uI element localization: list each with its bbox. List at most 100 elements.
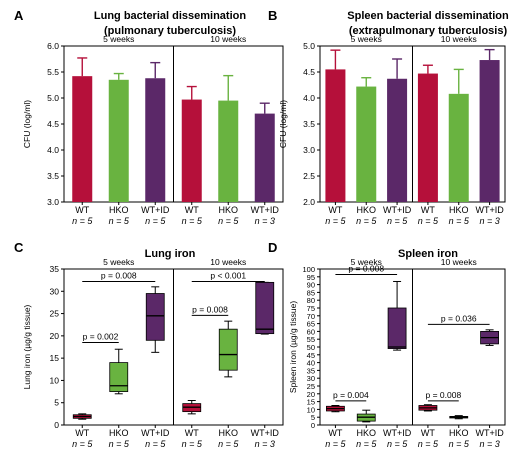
n-label: n = 5 (109, 216, 130, 226)
panel-title: Lung iron (145, 248, 196, 260)
y-tick-label: 10 (50, 375, 60, 385)
x-tick-label: WT (421, 428, 435, 438)
bar-wt-id (145, 78, 166, 202)
y-tick-label: 5.0 (47, 93, 59, 103)
bar-wt-id (387, 78, 408, 202)
box-hko (218, 328, 238, 371)
bar-wt-id (254, 113, 275, 202)
y-tick-label: 50 (307, 343, 315, 352)
y-tick-label: 60 (307, 327, 315, 336)
y-tick-label: 2.5 (303, 171, 315, 181)
n-label: n = 5 (72, 439, 93, 449)
y-tick-label: 3.0 (47, 197, 59, 207)
box-wt-id (255, 281, 275, 335)
group-label: 5 weeks (351, 34, 382, 44)
group-label: 5 weeks (103, 34, 134, 44)
n-label: n = 5 (182, 439, 203, 449)
bar-wt (417, 73, 438, 202)
y-tick-label: 4.0 (47, 145, 59, 155)
y-tick-label: 4.5 (47, 119, 59, 129)
y-tick-label: 3.5 (303, 119, 315, 129)
bar-wt (181, 99, 202, 202)
x-tick-label: WT+ID (251, 205, 280, 215)
x-tick-label: HKO (356, 205, 376, 215)
x-tick-label: WT+ID (383, 205, 412, 215)
x-tick-label: WT (421, 205, 435, 215)
n-label: n = 5 (145, 216, 166, 226)
x-tick-label: HKO (218, 428, 238, 438)
x-tick-label: HKO (109, 205, 129, 215)
n-label: n = 3 (255, 439, 275, 449)
n-label: n = 5 (418, 439, 439, 449)
n-label: n = 5 (449, 216, 470, 226)
p-value-label: p < 0.001 (210, 270, 246, 280)
y-tick-label: 25 (307, 382, 315, 391)
n-label: n = 5 (356, 439, 377, 449)
box-hko (109, 362, 129, 392)
x-tick-label: WT+ID (251, 428, 280, 438)
y-tick-label: 40 (307, 359, 315, 368)
p-value-label: p = 0.008 (348, 263, 384, 273)
n-label: n = 5 (387, 216, 408, 226)
y-tick-label: 100 (302, 265, 315, 274)
y-tick-label: 0 (311, 421, 315, 430)
y-tick-label: 25 (50, 309, 60, 319)
x-tick-label: HKO (109, 428, 129, 438)
y-tick-label: 30 (50, 286, 60, 296)
x-tick-label: WT (328, 205, 342, 215)
x-tick-label: WT (185, 205, 199, 215)
y-tick-label: 15 (50, 353, 60, 363)
panel-b: B Spleen bacterial dissemination (extrapul… (268, 8, 509, 226)
n-label: n = 5 (387, 439, 408, 449)
panel-a: A Lung bacterial dissemination (pulmonary … (14, 8, 284, 226)
n-label: n = 5 (218, 216, 239, 226)
y-tick-label: 5.5 (47, 67, 59, 77)
group-label: 5 weeks (351, 257, 382, 267)
x-tick-label: WT (75, 428, 89, 438)
x-tick-label: WT+ID (475, 205, 504, 215)
panel-d: D Spleen iron 0510152025303540455055606570… (268, 240, 506, 449)
y-axis-label: CFU (log/ml) (278, 100, 288, 148)
group-label: 10 weeks (441, 257, 477, 267)
bar-hko (356, 86, 377, 202)
y-tick-label: 3.5 (47, 171, 59, 181)
y-tick-label: 55 (307, 335, 315, 344)
p-value-label: p = 0.008 (192, 304, 228, 314)
y-tick-label: 45 (307, 351, 315, 360)
panel-letter: A (14, 8, 24, 23)
n-label: n = 5 (449, 439, 470, 449)
n-label: n = 5 (72, 216, 93, 226)
x-tick-label: WT+ID (141, 428, 170, 438)
panel-title: (pulmonary tuberculosis) (104, 25, 236, 37)
n-label: n = 3 (479, 439, 499, 449)
y-tick-label: 5.0 (303, 41, 315, 51)
p-value-label: p = 0.004 (333, 390, 369, 400)
y-tick-label: 65 (307, 320, 315, 329)
x-tick-label: WT+ID (383, 428, 412, 438)
group-label: 10 weeks (441, 34, 477, 44)
x-tick-label: WT (328, 428, 342, 438)
n-label: n = 5 (182, 216, 203, 226)
group-label: 5 weeks (103, 257, 134, 267)
x-tick-label: WT (185, 428, 199, 438)
p-value-label: p = 0.036 (441, 313, 477, 323)
x-tick-label: WT+ID (475, 428, 504, 438)
y-axis-label: Spleen iron (µg/g tissue) (288, 301, 298, 393)
panel-title: (extrapulmonary tuberculosis) (349, 25, 508, 37)
y-tick-label: 30 (307, 374, 315, 383)
bar-hko (448, 93, 469, 202)
y-axis-label: Lung iron (µg/g tissue) (22, 304, 32, 389)
panel-c: C Lung iron 0 5 10 15 20 25 30 35 Lung iron (µg/g … (14, 240, 284, 449)
panel-letter: B (268, 8, 277, 23)
box-wt-id (145, 293, 165, 341)
n-label: n = 5 (325, 439, 346, 449)
y-tick-label: 2.0 (303, 197, 315, 207)
n-label: n = 5 (325, 216, 346, 226)
n-label: n = 3 (479, 216, 499, 226)
x-tick-label: WT+ID (141, 205, 170, 215)
y-tick-label: 3.0 (303, 145, 315, 155)
y-tick-label: 90 (307, 281, 315, 290)
y-tick-label: 4.5 (303, 67, 315, 77)
bar-wt (72, 76, 93, 202)
